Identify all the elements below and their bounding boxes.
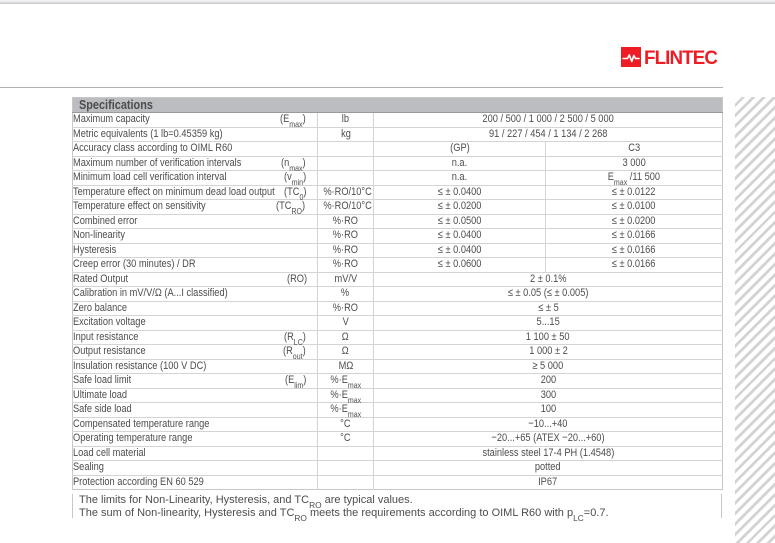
svg-text:FLINTEC: FLINTEC (644, 48, 717, 67)
